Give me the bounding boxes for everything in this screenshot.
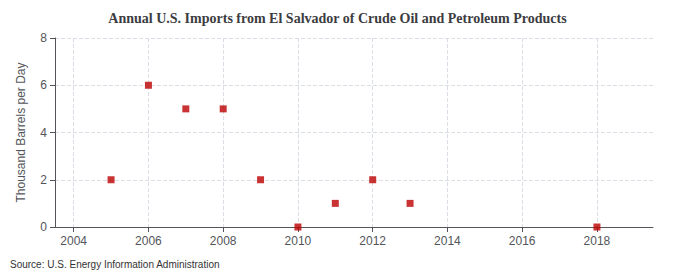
svg-text:2018: 2018: [584, 234, 611, 248]
svg-text:6: 6: [40, 78, 47, 92]
svg-text:Annual U.S. Imports from El Sa: Annual U.S. Imports from El Salvador of …: [108, 11, 567, 26]
svg-text:2004: 2004: [60, 234, 87, 248]
svg-text:2008: 2008: [210, 234, 237, 248]
svg-text:2006: 2006: [135, 234, 162, 248]
svg-text:2: 2: [40, 173, 47, 187]
svg-text:2014: 2014: [434, 234, 461, 248]
svg-text:8: 8: [40, 31, 47, 45]
svg-text:Thousand Barrels per Day: Thousand Barrels per Day: [14, 62, 28, 202]
svg-text:2010: 2010: [285, 234, 312, 248]
svg-text:2012: 2012: [359, 234, 386, 248]
svg-text:Source: U.S. Energy Informatio: Source: U.S. Energy Information Administ…: [10, 259, 220, 270]
svg-text:4: 4: [40, 126, 47, 140]
svg-text:0: 0: [40, 220, 47, 234]
svg-text:2016: 2016: [509, 234, 536, 248]
